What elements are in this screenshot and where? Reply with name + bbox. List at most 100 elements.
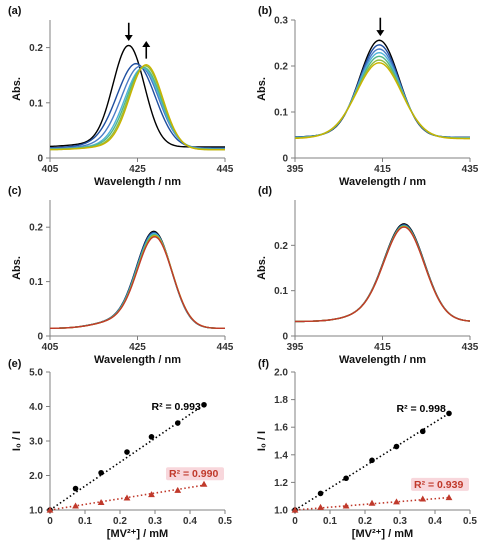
r2-highlight (411, 477, 469, 491)
x-tick-label: 425 (129, 342, 146, 353)
spectrum-series-3 (50, 233, 225, 330)
chart-panel-c: (c) 405 425 445 0 0.1 0.2 Wavelength / nm Abs. (8, 185, 234, 366)
data-point-triangle (174, 486, 182, 493)
spectrum-series-5 (50, 65, 225, 151)
r2-label-1: R² = 0.939 (414, 479, 463, 491)
y-tick-label: 1.0 (29, 506, 43, 517)
x-axis-label: Wavelength / nm (94, 176, 181, 188)
spectrum-series-0 (50, 230, 225, 330)
data-point-triangle (291, 506, 299, 513)
arrow-down-icon (124, 22, 133, 41)
data-point-circle (343, 475, 349, 482)
y-tick-label: 0.1 (274, 108, 288, 119)
data-point-circle (446, 410, 452, 417)
arrow-up-icon (142, 40, 151, 59)
y-tick-label: 1.6 (274, 423, 288, 434)
y-axis-label: I₀ / I (256, 431, 268, 451)
data-point-circle (369, 457, 375, 464)
data-point-triangle (200, 480, 208, 487)
data-point-circle (124, 449, 130, 455)
y-tick-label: 0 (37, 154, 43, 165)
chart-panel-a: (a) 405 425 445 0 0.1 0.2 Wavelength / nm Abs. (8, 5, 234, 188)
y-tick-label: 0 (282, 154, 288, 165)
x-axis-label: Wavelength / nm (94, 354, 181, 366)
data-point-circle (98, 469, 104, 476)
panel-label: (f) (258, 358, 269, 370)
data-point-circle (148, 434, 155, 440)
spectrum-series-2 (50, 232, 225, 330)
data-point-circle (317, 490, 324, 497)
x-tick-label: 415 (374, 164, 391, 175)
x-axis-label: Wavelength / nm (339, 354, 426, 366)
x-tick-label: 395 (287, 164, 304, 175)
data-point-triangle (97, 499, 105, 506)
y-tick-label: 0.2 (29, 223, 43, 234)
spectrum-series-4 (50, 66, 225, 150)
fit-line-0 (49, 404, 205, 511)
data-point-triangle (46, 506, 54, 513)
r2-label-0: R² = 0.993 (152, 401, 201, 413)
x-tick-label: 0.3 (148, 516, 162, 527)
chart-panel-e: (e) 0 0.1 0.2 0.3 0.4 0.5 1.0 2.0 3.0 4.0 5.0 [MV²⁺]… (8, 358, 232, 540)
y-tick-label: 0.2 (274, 241, 288, 252)
spectrum-series-4 (295, 55, 470, 139)
spectrum-series-2 (50, 65, 225, 150)
x-tick-label: 0.4 (428, 516, 442, 527)
x-tick-label: 405 (42, 164, 59, 175)
y-tick-label: 5.0 (29, 368, 43, 379)
spectrum-series-6 (295, 62, 470, 140)
x-tick-label: 0.2 (113, 516, 127, 527)
data-point-triangle (148, 491, 155, 498)
y-tick-label: 3.0 (29, 437, 43, 448)
r2-highlight (166, 467, 224, 481)
data-point-circle (201, 401, 207, 408)
x-tick-label: 0.1 (323, 516, 337, 527)
chart-panel-b: (b) 395 415 435 0 0.1 0.2 0.3 Wavelength / nm Abs… (256, 5, 479, 188)
y-tick-label: 0.1 (274, 286, 288, 297)
chart-panel-f: (f) 0 0.1 0.2 0.3 0.4 0.5 1.0 1.2 1.4 1.6 1.8 2.0 [MV… (256, 358, 477, 540)
r2-label-0: R² = 0.998 (397, 403, 446, 415)
data-point-circle (174, 420, 181, 426)
x-axis-label: [MV²⁺] / mM (352, 528, 413, 540)
x-tick-label: 0 (47, 516, 53, 527)
panel-label: (d) (258, 185, 272, 197)
spectrum-series-4 (50, 234, 225, 330)
x-tick-label: 0.5 (218, 516, 232, 527)
data-point-triangle (342, 502, 350, 509)
y-axis-label: Abs. (11, 77, 23, 101)
x-tick-label: 0.3 (393, 516, 407, 527)
arrow-down-icon (376, 17, 385, 37)
chart-panel-d: (d) 395 415 435 0 0.1 0.2 Wavelength / nm Abs. (256, 185, 479, 366)
data-point-triangle (445, 494, 453, 501)
y-tick-label: 2.0 (29, 471, 43, 482)
y-tick-label: 2.0 (274, 368, 288, 379)
spectrum-series-6 (50, 64, 225, 151)
x-tick-label: 0.4 (183, 516, 197, 527)
spectrum-series-4 (295, 226, 470, 323)
spectrum-series-5 (295, 59, 470, 139)
y-tick-label: 0.1 (29, 98, 43, 109)
spectrum-series-0 (295, 39, 470, 138)
spectrum-series-0 (50, 44, 225, 148)
y-axis-label: Abs. (11, 256, 23, 280)
panel-label: (c) (8, 185, 22, 197)
x-tick-label: 435 (462, 164, 479, 175)
data-point-triangle (72, 502, 79, 509)
y-axis-label: Abs. (256, 256, 268, 280)
data-point-triangle (123, 494, 131, 501)
x-tick-label: 395 (287, 342, 304, 353)
spectrum-series-1 (50, 231, 225, 330)
x-tick-label: 435 (462, 342, 479, 353)
y-tick-label: 0.3 (274, 16, 288, 27)
x-tick-label: 0.2 (358, 516, 372, 527)
y-tick-label: 1.4 (274, 450, 288, 461)
spectrum-series-5 (50, 236, 225, 330)
x-tick-label: 445 (217, 164, 234, 175)
data-point-triangle (317, 503, 324, 510)
x-axis-label: [MV²⁺] / mM (107, 528, 168, 540)
y-tick-label: 0.1 (29, 277, 43, 288)
panel-label: (a) (8, 5, 22, 17)
data-point-triangle (419, 495, 427, 502)
x-tick-label: 0.5 (463, 516, 477, 527)
